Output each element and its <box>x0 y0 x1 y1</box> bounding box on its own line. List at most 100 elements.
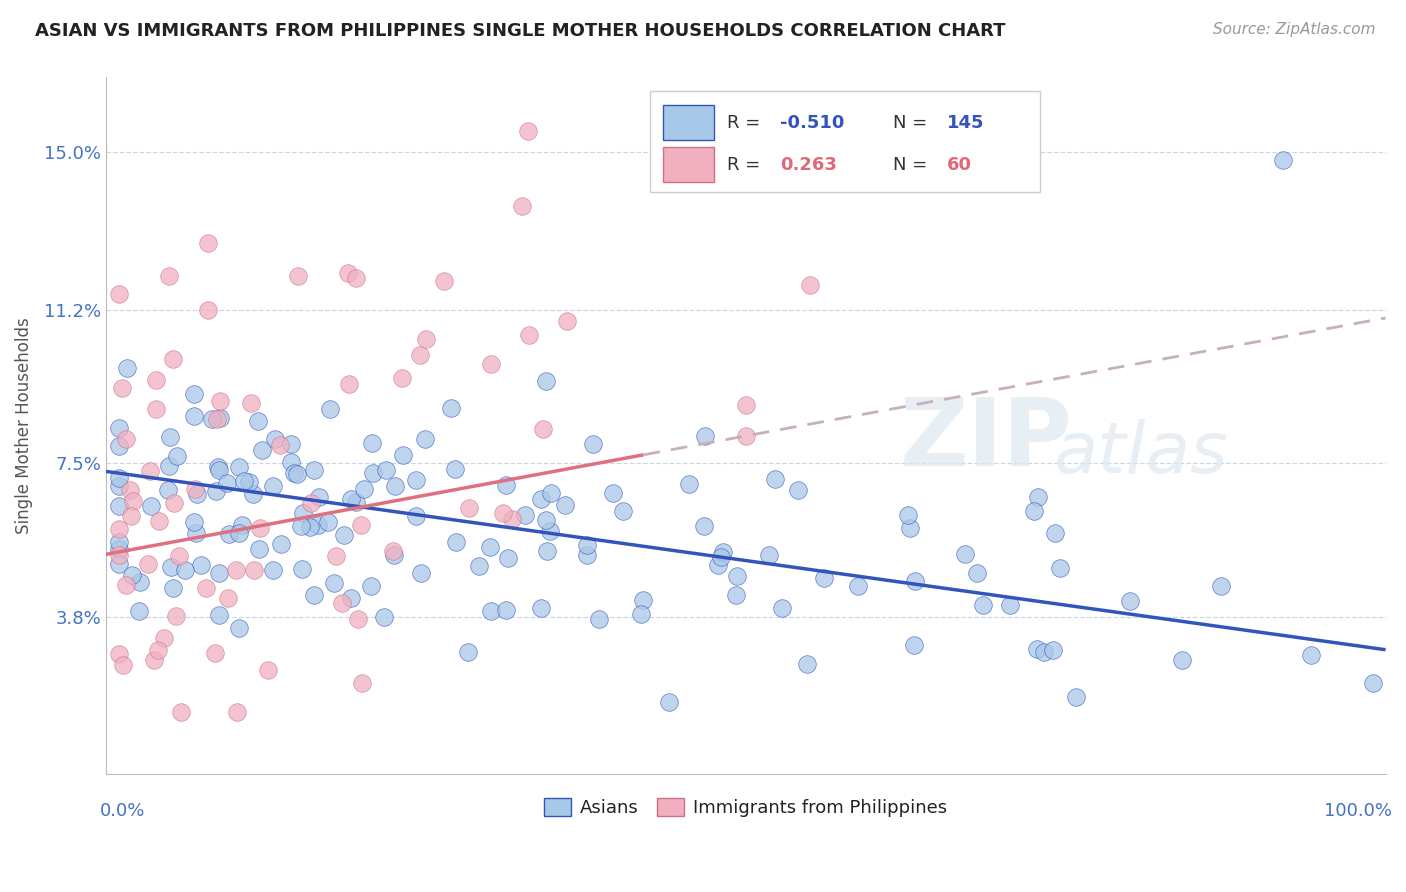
Point <box>232 474 254 488</box>
Point <box>1025 642 1047 657</box>
Point <box>1049 561 1071 575</box>
Point <box>501 512 523 526</box>
Point <box>498 550 520 565</box>
Point <box>531 422 554 436</box>
Point <box>966 566 988 580</box>
Point <box>108 557 131 571</box>
Point <box>228 460 250 475</box>
Text: N =: N = <box>893 113 934 132</box>
Point <box>360 579 382 593</box>
FancyBboxPatch shape <box>650 91 1040 193</box>
Point <box>108 549 131 563</box>
Point <box>136 558 159 572</box>
Text: Source: ZipAtlas.com: Source: ZipAtlas.com <box>1212 22 1375 37</box>
Point <box>205 411 228 425</box>
Point <box>231 518 253 533</box>
Point <box>145 402 167 417</box>
Point <box>384 479 406 493</box>
Point <box>405 509 427 524</box>
Point <box>169 549 191 563</box>
Point <box>904 574 927 588</box>
Point <box>612 504 634 518</box>
Text: 0.263: 0.263 <box>780 155 837 174</box>
Point <box>299 496 322 510</box>
Point <box>157 483 180 497</box>
Point <box>813 571 835 585</box>
Point <box>758 548 780 562</box>
Point <box>283 466 305 480</box>
Point <box>517 328 540 343</box>
Point <box>292 506 315 520</box>
Point <box>391 371 413 385</box>
Point <box>197 302 219 317</box>
Point <box>207 459 229 474</box>
Y-axis label: Single Mother Households: Single Mother Households <box>15 318 32 534</box>
Text: N =: N = <box>893 155 934 174</box>
Point <box>1272 153 1295 168</box>
Point <box>799 277 821 292</box>
Point <box>1026 490 1049 504</box>
Point <box>108 541 131 556</box>
Point <box>121 568 143 582</box>
Point <box>145 373 167 387</box>
Point <box>336 265 359 279</box>
Point <box>381 544 404 558</box>
Point <box>468 558 491 573</box>
Point <box>249 521 271 535</box>
Point <box>588 612 610 626</box>
Point <box>252 442 274 457</box>
Point <box>307 518 329 533</box>
Point <box>678 477 700 491</box>
Point <box>495 478 517 492</box>
Point <box>693 429 716 443</box>
Point <box>337 377 360 392</box>
Point <box>111 657 134 672</box>
Point <box>1042 643 1064 657</box>
Point <box>115 360 138 375</box>
Point <box>415 432 437 446</box>
Point <box>262 479 284 493</box>
Point <box>479 540 502 554</box>
Point <box>353 483 375 497</box>
Text: R =: R = <box>727 155 766 174</box>
Point <box>290 519 312 533</box>
Point <box>517 124 540 138</box>
Text: atlas: atlas <box>1053 419 1227 488</box>
Point <box>162 581 184 595</box>
Point <box>269 438 291 452</box>
Point <box>479 604 502 618</box>
Point <box>972 598 994 612</box>
Point <box>576 549 599 563</box>
Point <box>350 518 373 533</box>
Text: 60: 60 <box>946 155 972 174</box>
Point <box>554 498 576 512</box>
Point <box>148 514 170 528</box>
Point <box>129 574 152 589</box>
Point <box>998 598 1021 612</box>
Point <box>529 491 551 506</box>
Point <box>118 483 141 497</box>
Point <box>108 534 131 549</box>
Point <box>143 653 166 667</box>
Point <box>157 459 180 474</box>
Point <box>409 566 432 581</box>
Point <box>184 483 207 497</box>
Point <box>218 526 240 541</box>
Point <box>1043 526 1066 541</box>
Text: ASIAN VS IMMIGRANTS FROM PHILIPPINES SINGLE MOTHER HOUSEHOLDS CORRELATION CHART: ASIAN VS IMMIGRANTS FROM PHILIPPINES SIN… <box>35 22 1005 40</box>
Point <box>225 563 247 577</box>
Point <box>575 538 598 552</box>
Point <box>209 410 232 425</box>
Point <box>111 381 134 395</box>
Point <box>270 537 292 551</box>
Point <box>796 657 818 671</box>
Point <box>495 602 517 616</box>
Point <box>108 287 131 301</box>
Point <box>457 645 479 659</box>
Point <box>159 560 181 574</box>
Point <box>534 513 557 527</box>
Point <box>344 271 367 285</box>
Point <box>323 576 346 591</box>
Point <box>710 550 733 565</box>
Point <box>183 386 205 401</box>
